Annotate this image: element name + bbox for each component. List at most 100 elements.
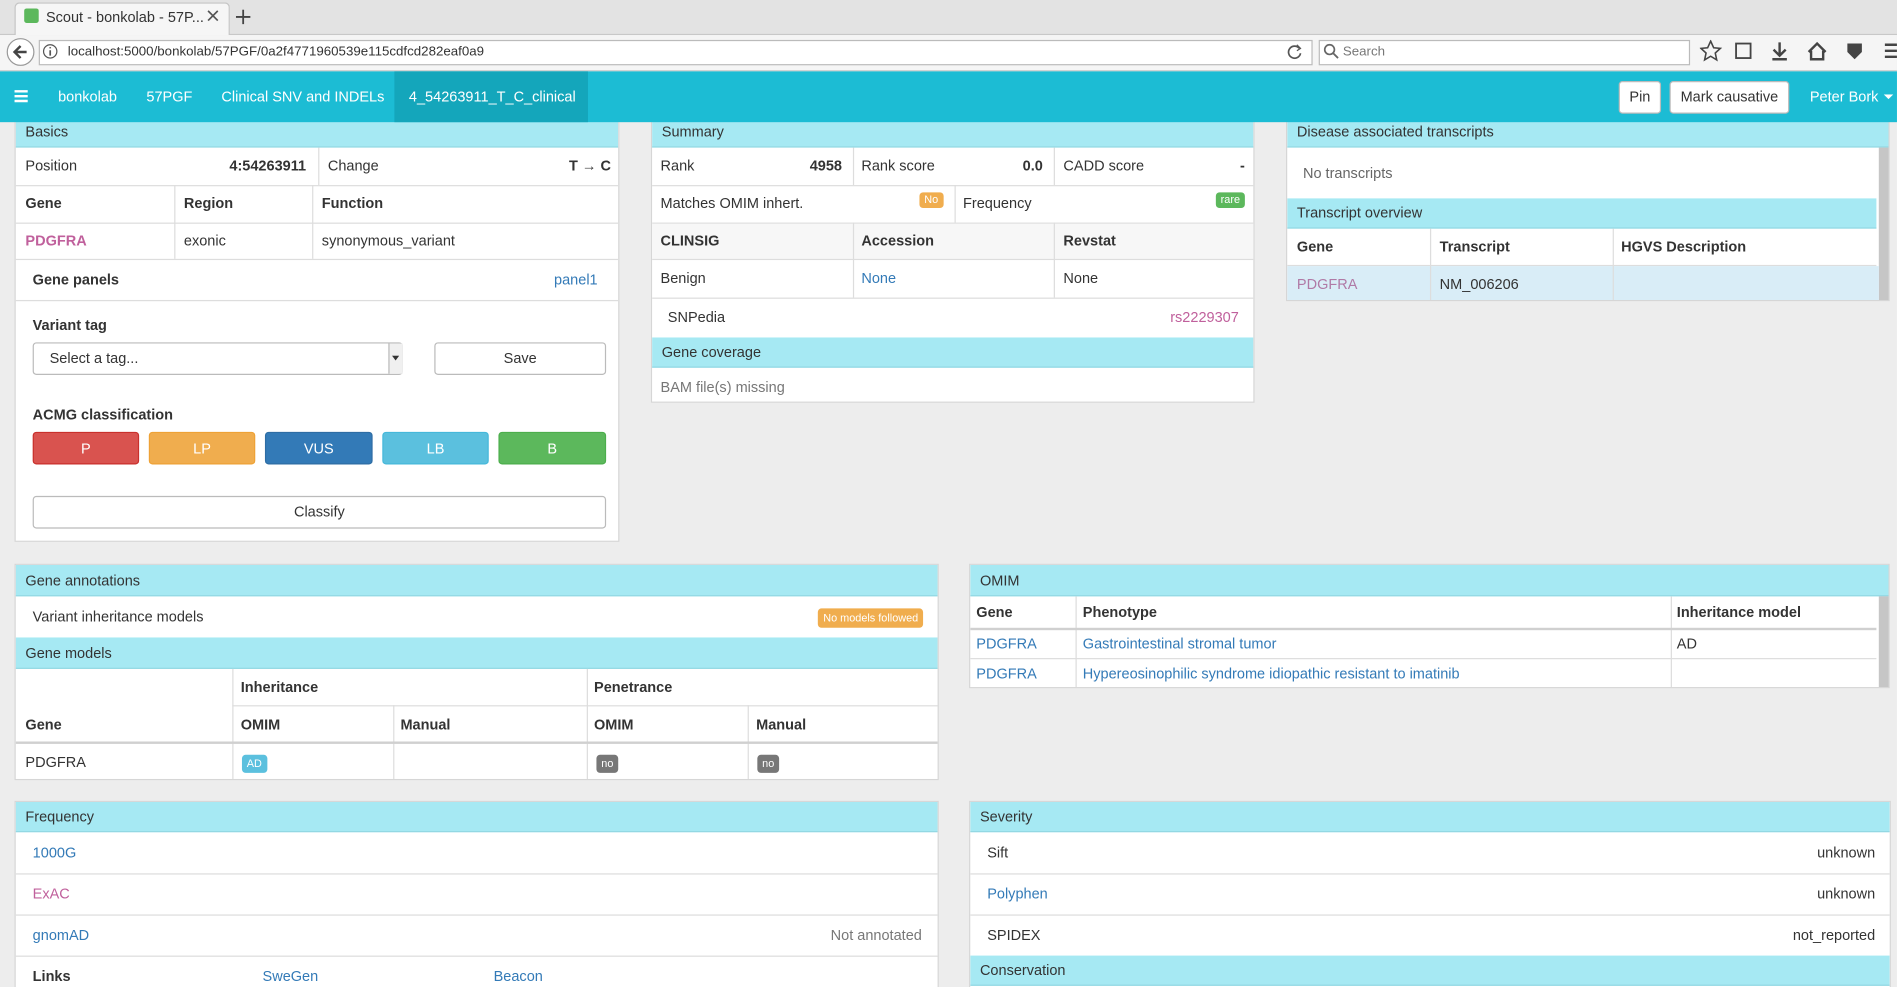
acmg[interactable]: LB (382, 431, 489, 465)
sources[interactable]: 1000G (32, 844, 77, 862)
nav-item[interactable]: 57PGF (146, 88, 193, 106)
tab-title: Scout - bonkolab - 57P... (45, 8, 204, 26)
gene: PDGFRA (25, 753, 86, 771)
acmg[interactable]: VUS (264, 431, 373, 465)
divider (852, 147, 855, 186)
acmg[interactable]: B (498, 431, 607, 465)
mark-causative-button[interactable]: Mark causative (1669, 81, 1790, 114)
divider (1075, 596, 1077, 688)
rows: unknown (1817, 885, 1876, 903)
rows[interactable]: Hypereosinophilic syndrome idiopathic re… (1082, 665, 1460, 683)
snpedia[interactable]: rs2229307 (1170, 308, 1239, 326)
select-caret (391, 355, 400, 361)
rows[interactable]: Gastrointestinal stromal tumor (1082, 635, 1277, 652)
header: HGVS Description (1621, 238, 1747, 256)
favicon (24, 8, 39, 23)
path[interactable] (1772, 42, 1787, 61)
rows: AD (1676, 635, 1697, 652)
path[interactable] (207, 10, 219, 22)
panel-heading: OMIM (970, 564, 1889, 597)
select-text[interactable]: Select a tag... (49, 349, 139, 367)
divider (586, 668, 588, 779)
links[interactable]: Beacon (493, 967, 543, 985)
path[interactable] (14, 90, 28, 103)
rows: unknown (1817, 844, 1876, 862)
rows[interactable]: PDGFRA (976, 635, 1037, 652)
basics-panel: Basics Position 4:54263911 Change T → C … (14, 116, 620, 542)
panel-heading: Basics (15, 117, 619, 148)
divider (1670, 596, 1672, 688)
sources[interactable]: ExAC (32, 885, 70, 903)
circle (42, 44, 58, 59)
tag-select[interactable]: Select a tag... (32, 342, 403, 375)
panel-heading: Transcript overview (1287, 198, 1877, 229)
path[interactable] (1699, 39, 1723, 62)
rows[interactable]: Polyphen (987, 885, 1048, 903)
user-menu[interactable]: Peter Bork (1809, 88, 1879, 106)
rect[interactable] (1735, 42, 1752, 59)
reload[interactable] (1287, 44, 1303, 60)
omim-panel: OMIM Gene Phenotype Inheritance model PD… (969, 563, 1890, 689)
rows[interactable]: PDGFRA (1296, 275, 1358, 293)
divider (15, 185, 619, 187)
search-placeholder[interactable]: Search (1342, 44, 1386, 60)
rows[interactable]: PDGFRA (976, 665, 1037, 683)
path[interactable] (1884, 43, 1897, 59)
new-tab[interactable] (235, 9, 251, 25)
save[interactable]: Save (434, 342, 607, 375)
url[interactable]: localhost:5000/bonkolab/57PGF/0a2f477196… (67, 44, 485, 60)
acmg[interactable]: LP (148, 431, 256, 465)
links[interactable]: SweGen (262, 967, 319, 985)
caret (1883, 94, 1894, 100)
change-label: Change (327, 157, 379, 175)
rows: Benign (660, 269, 706, 287)
tab-close[interactable] (207, 10, 219, 22)
nav-item[interactable]: 4_54263911_T_C_clinical (408, 88, 576, 106)
panel-heading: Frequency (15, 801, 938, 833)
path (391, 355, 400, 361)
divider (970, 627, 1877, 631)
browser-tab[interactable] (14, 2, 230, 36)
panel-heading: Disease associated transcripts (1287, 117, 1889, 148)
menu-icon[interactable] (14, 90, 28, 103)
back-button[interactable] (6, 37, 35, 66)
path[interactable] (1287, 45, 1302, 59)
rows[interactable]: None (861, 269, 897, 287)
divider (15, 299, 619, 302)
path[interactable] (1847, 43, 1862, 60)
rows[interactable]: PDGFRA (25, 232, 87, 250)
gene-panel[interactable]: panel1 (554, 270, 598, 288)
url-box (38, 39, 1313, 66)
path[interactable] (235, 9, 251, 25)
divider (15, 873, 938, 875)
rows: Sift (987, 844, 1009, 862)
rank-score-label: Rank score (861, 157, 935, 175)
divider (1612, 228, 1614, 300)
divider (15, 222, 619, 224)
header: Gene (25, 194, 62, 212)
omim-inheritance-label: Matches OMIM inhert. (660, 194, 804, 212)
nav-item[interactable]: bonkolab (58, 88, 118, 106)
path[interactable] (1807, 41, 1827, 61)
path[interactable] (1296, 44, 1302, 52)
path[interactable] (12, 45, 27, 59)
toolbar-icons[interactable] (1699, 39, 1897, 62)
search-icon (1323, 43, 1339, 59)
rank-score: 0.0 (1022, 157, 1043, 175)
header: Region (183, 194, 234, 212)
nav-item[interactable]: Clinical SNV and INDELs (221, 88, 385, 106)
rows: synonymous_variant (321, 232, 455, 250)
divider (652, 222, 1254, 224)
pin-button[interactable]: Pin (1618, 81, 1662, 114)
nav-item-active[interactable] (394, 71, 588, 123)
divider (652, 297, 1254, 299)
position-label: Position (25, 157, 78, 175)
acmg[interactable]: P (32, 431, 140, 465)
classify[interactable]: Classify (32, 495, 607, 529)
sources[interactable]: gnomAD (32, 926, 90, 944)
omim-inheritance: No (919, 192, 944, 209)
divider (1429, 228, 1432, 300)
divider (174, 185, 176, 259)
header: Transcript (1439, 238, 1510, 256)
